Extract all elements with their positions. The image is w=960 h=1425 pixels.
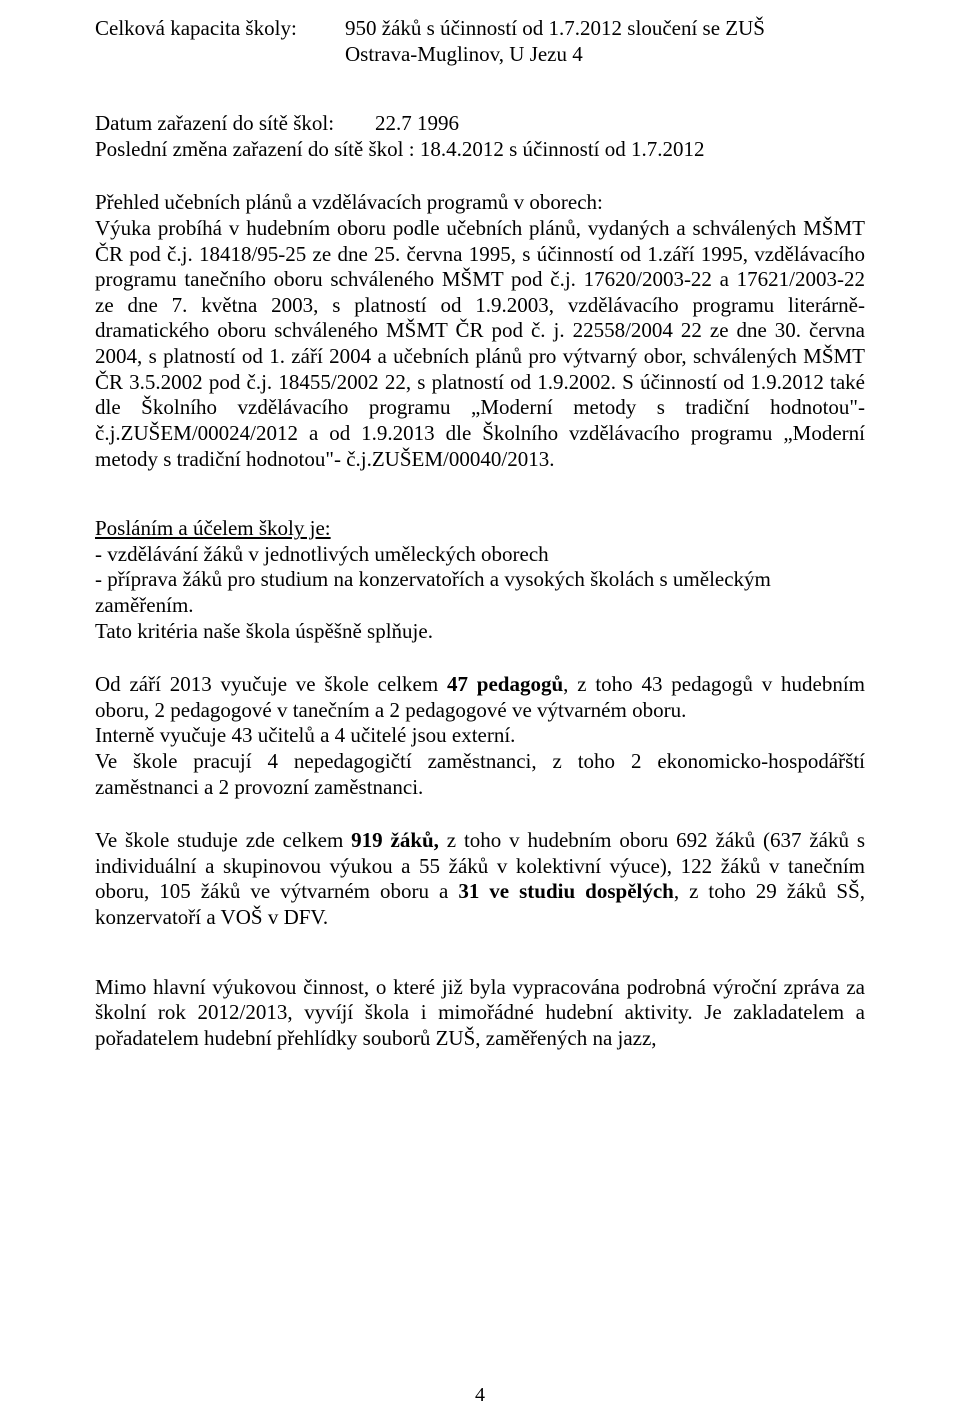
students-para: Ve škole studuje zde celkem 919 žáků, z … (95, 828, 865, 930)
mission-heading: Posláním a účelem školy je: (95, 516, 865, 542)
mission-item2: - příprava žáků pro studium na konzervat… (95, 567, 865, 618)
since2013-line1a: Od září 2013 vyučuje ve škole celkem (95, 672, 447, 696)
mission-item1: - vzdělávání žáků v jednotlivých uměleck… (95, 542, 865, 568)
since2013-line3: Ve škole pracují 4 nepedagogičtí zaměstn… (95, 749, 865, 800)
capacity-line2: Ostrava-Muglinov, U Jezu 4 (345, 42, 583, 66)
mission-heading-text: Posláním a účelem školy je: (95, 516, 331, 540)
students-d: 31 ve studiu dospělých (458, 879, 674, 903)
plans-body: Výuka probíhá v hudebním oboru podle uče… (95, 216, 865, 472)
network-date-row: Datum zařazení do sítě škol: 22.7 1996 (95, 111, 865, 137)
since2013-line1b: 47 pedagogů (447, 672, 563, 696)
page-number: 4 (0, 1383, 960, 1407)
capacity-label: Celková kapacita školy: (95, 16, 345, 67)
document-page: Celková kapacita školy: 950 žáků s účinn… (0, 0, 960, 1425)
students-a: Ve škole studuje zde celkem (95, 828, 351, 852)
network-last-change: Poslední změna zařazení do sítě škol : 1… (95, 137, 865, 163)
capacity-row: Celková kapacita školy: 950 žáků s účinn… (95, 16, 865, 67)
network-date-value: 22.7 1996 (375, 111, 865, 137)
capacity-value: 950 žáků s účinností od 1.7.2012 sloučen… (345, 16, 865, 67)
mission-criteria: Tato kritéria naše škola úspěšně splňuje… (95, 619, 865, 645)
closing-para: Mimo hlavní výukovou činnost, o které ji… (95, 975, 865, 1052)
since2013-line2: Interně vyučuje 43 učitelů a 4 učitelé j… (95, 723, 865, 749)
plans-intro: Přehled učebních plánů a vzdělávacích pr… (95, 190, 865, 216)
network-date-label: Datum zařazení do sítě škol: (95, 111, 375, 137)
since2013-para1: Od září 2013 vyučuje ve škole celkem 47 … (95, 672, 865, 723)
capacity-line1: 950 žáků s účinností od 1.7.2012 sloučen… (345, 16, 765, 40)
students-b: 919 žáků, (351, 828, 439, 852)
